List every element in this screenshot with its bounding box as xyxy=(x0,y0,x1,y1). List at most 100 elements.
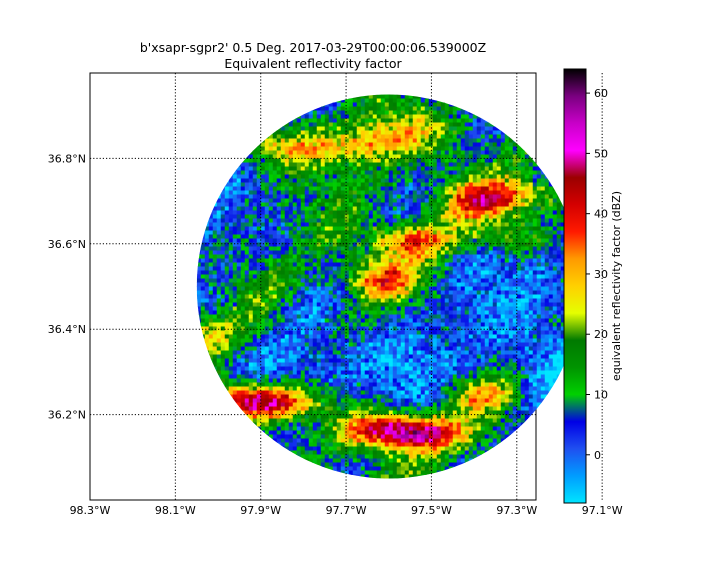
reflectivity-cell xyxy=(380,306,386,311)
reflectivity-cell xyxy=(556,318,562,323)
reflectivity-cell xyxy=(380,214,386,219)
reflectivity-cell xyxy=(556,330,562,335)
reflectivity-cell xyxy=(328,126,334,131)
reflectivity-cell xyxy=(272,226,278,231)
reflectivity-cell xyxy=(444,166,450,171)
reflectivity-cell xyxy=(256,142,262,147)
reflectivity-cell xyxy=(324,130,330,135)
reflectivity-cell xyxy=(352,198,358,203)
reflectivity-cell xyxy=(504,242,510,247)
reflectivity-cell xyxy=(292,126,298,131)
reflectivity-cell xyxy=(364,94,370,99)
reflectivity-cell xyxy=(296,282,302,287)
reflectivity-cell xyxy=(236,210,242,215)
reflectivity-cell xyxy=(460,202,466,207)
reflectivity-cell xyxy=(256,222,262,227)
reflectivity-cell xyxy=(256,318,262,323)
reflectivity-cell xyxy=(432,226,438,231)
reflectivity-cell xyxy=(548,242,554,247)
reflectivity-cell xyxy=(404,222,410,227)
reflectivity-cell xyxy=(504,278,510,283)
reflectivity-cell xyxy=(332,250,338,255)
reflectivity-cell xyxy=(496,214,502,219)
reflectivity-cell xyxy=(340,126,346,131)
reflectivity-cell xyxy=(208,306,214,311)
reflectivity-cell xyxy=(372,198,378,203)
reflectivity-cell xyxy=(356,98,362,103)
reflectivity-cell xyxy=(416,230,422,235)
reflectivity-cell xyxy=(380,218,386,223)
reflectivity-cell xyxy=(380,118,386,123)
reflectivity-cell xyxy=(380,114,386,119)
reflectivity-cell xyxy=(476,186,482,191)
reflectivity-cell xyxy=(536,286,542,291)
reflectivity-cell xyxy=(416,330,422,335)
reflectivity-cell xyxy=(484,234,490,239)
reflectivity-cell xyxy=(404,170,410,175)
reflectivity-cell xyxy=(408,158,414,163)
reflectivity-cell xyxy=(516,270,522,275)
reflectivity-cell xyxy=(484,126,490,131)
reflectivity-cell xyxy=(404,106,410,111)
reflectivity-cell xyxy=(384,234,390,239)
reflectivity-cell xyxy=(492,270,498,275)
reflectivity-cell xyxy=(276,250,282,255)
reflectivity-cell xyxy=(460,110,466,115)
reflectivity-cell xyxy=(316,286,322,291)
reflectivity-cell xyxy=(448,222,454,227)
reflectivity-cell xyxy=(296,306,302,311)
reflectivity-cell xyxy=(452,238,458,243)
reflectivity-cell xyxy=(272,306,278,311)
reflectivity-cell xyxy=(464,214,470,219)
reflectivity-cell xyxy=(336,314,342,319)
reflectivity-cell xyxy=(484,330,490,335)
reflectivity-cell xyxy=(528,310,534,315)
reflectivity-cell xyxy=(396,270,402,275)
reflectivity-cell xyxy=(436,274,442,279)
reflectivity-cell xyxy=(224,286,230,291)
reflectivity-cell xyxy=(520,162,526,167)
reflectivity-cell xyxy=(560,298,566,303)
reflectivity-cell xyxy=(420,242,426,247)
reflectivity-cell xyxy=(512,150,518,155)
reflectivity-cell xyxy=(500,290,506,295)
reflectivity-cell xyxy=(400,258,406,263)
reflectivity-cell xyxy=(452,286,458,291)
reflectivity-cell xyxy=(508,270,514,275)
reflectivity-cell xyxy=(272,210,278,215)
reflectivity-cell xyxy=(496,302,502,307)
reflectivity-cell xyxy=(520,186,526,191)
reflectivity-cell xyxy=(284,334,290,339)
reflectivity-cell xyxy=(376,290,382,295)
reflectivity-cell xyxy=(232,226,238,231)
reflectivity-cell xyxy=(360,178,366,183)
reflectivity-cell xyxy=(396,134,402,139)
reflectivity-cell xyxy=(304,258,310,263)
reflectivity-cell xyxy=(556,294,562,299)
reflectivity-cell xyxy=(224,178,230,183)
reflectivity-cell xyxy=(388,154,394,159)
reflectivity-cell xyxy=(416,134,422,139)
reflectivity-cell xyxy=(428,210,434,215)
reflectivity-cell xyxy=(384,174,390,179)
reflectivity-cell xyxy=(356,234,362,239)
reflectivity-cell xyxy=(392,146,398,151)
reflectivity-cell xyxy=(512,262,518,267)
reflectivity-cell xyxy=(480,298,486,303)
reflectivity-cell xyxy=(304,170,310,175)
reflectivity-cell xyxy=(448,138,454,143)
reflectivity-cell xyxy=(452,262,458,267)
reflectivity-cell xyxy=(244,246,250,251)
reflectivity-cell xyxy=(264,190,270,195)
reflectivity-cell xyxy=(392,102,398,107)
reflectivity-cell xyxy=(452,246,458,251)
reflectivity-cell xyxy=(456,310,462,315)
reflectivity-cell xyxy=(460,114,466,119)
reflectivity-cell xyxy=(324,258,330,263)
reflectivity-cell xyxy=(316,206,322,211)
reflectivity-cell xyxy=(440,238,446,243)
reflectivity-cell xyxy=(276,214,282,219)
reflectivity-cell xyxy=(256,286,262,291)
reflectivity-cell xyxy=(340,266,346,271)
